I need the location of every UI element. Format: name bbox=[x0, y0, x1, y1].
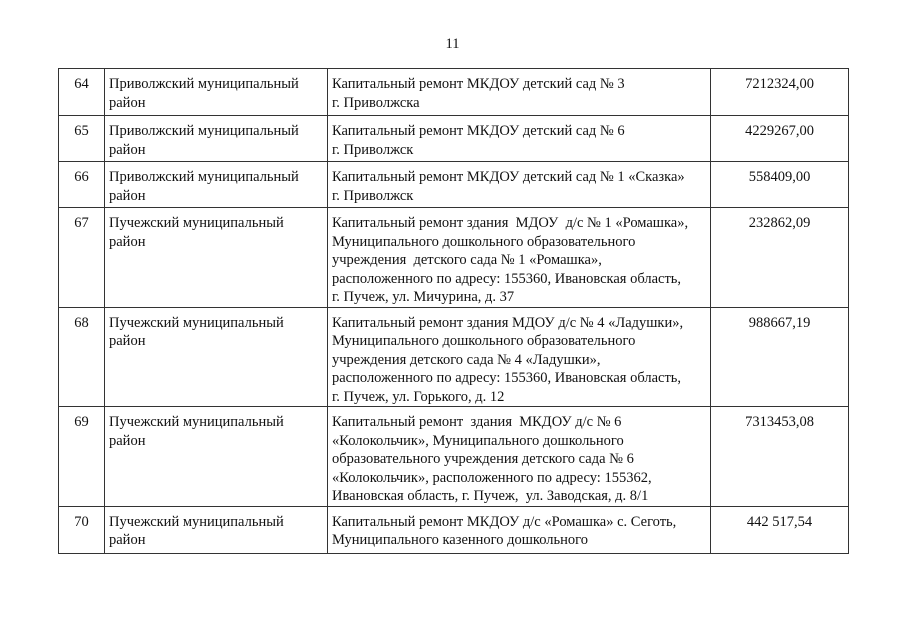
district-line: Приволжский муниципальный bbox=[109, 76, 299, 92]
description-line: Капитальный ремонт здания МДОУ д/с № 4 «… bbox=[332, 314, 684, 331]
amount: 232862,09 bbox=[710, 207, 849, 308]
table-row: 68 Пучежский муниципальный район Капитальны… bbox=[58, 306, 849, 407]
district-cell: Приволжский муниципальный район bbox=[104, 161, 328, 208]
district-line: Пучежский муниципальный bbox=[109, 414, 284, 430]
table-row: 67 Пучежский муниципальный район Капитальны… bbox=[58, 207, 849, 308]
district-line: район bbox=[109, 333, 146, 349]
district-line: Пучежский муниципальный bbox=[109, 215, 284, 231]
description-line: Муниципального дошкольного образовательн… bbox=[332, 233, 636, 250]
amount: 7313453,08 bbox=[710, 406, 849, 507]
description-line: Капитальный ремонт здания МКДОУ д/с № 6 bbox=[332, 414, 622, 430]
amount: 558409,00 bbox=[710, 161, 849, 208]
description-cell: Капитальный ремонт МКДОУ детский сад № 6… bbox=[327, 115, 711, 162]
description-line: «Колокольчик», Муниципального дошкольног… bbox=[332, 432, 624, 449]
table-row: 69 Пучежский муниципальный район Капитальны… bbox=[58, 406, 849, 507]
description-line: Ивановская область, г. Пучеж, ул. Заводс… bbox=[332, 488, 649, 504]
row-number: 65 bbox=[58, 115, 105, 162]
district-cell: Приволжский муниципальный район bbox=[104, 68, 328, 116]
description-line: «Колокольчик», расположенного по адресу:… bbox=[332, 469, 652, 486]
description-cell: Капитальный ремонт здания МКДОУ д/с № 6 «… bbox=[327, 406, 711, 507]
table-row: 66 Приволжский муниципальный район Капиталь… bbox=[58, 161, 849, 208]
district-line: Приволжский муниципальный bbox=[109, 123, 299, 139]
description-line: г. Приволжск bbox=[332, 187, 414, 204]
amount: 4229267,00 bbox=[710, 115, 849, 162]
amount: 7212324,00 bbox=[710, 68, 849, 116]
district-cell: Пучежский муниципальный район bbox=[104, 306, 328, 407]
district-cell: Пучежский муниципальный район bbox=[104, 406, 328, 507]
description-cell: Капитальный ремонт МКДОУ детский сад № 3… bbox=[327, 68, 711, 116]
row-number: 66 bbox=[58, 161, 105, 208]
district-line: район bbox=[109, 432, 146, 449]
description-cell: Капитальный ремонт здания МДОУ д/с № 4 «… bbox=[327, 306, 711, 407]
description-line: Муниципального казенного дошкольного bbox=[332, 532, 588, 548]
district-line: Приволжский муниципальный bbox=[109, 169, 299, 185]
description-line: учреждения детского сада № 4 «Ладушки», bbox=[332, 351, 601, 368]
table-row: 70 Пучежский муниципальный район Капитальны… bbox=[58, 505, 849, 554]
description-line: г. Приволжска bbox=[332, 94, 420, 111]
district-line: Пучежский муниципальный bbox=[109, 513, 284, 530]
district-cell: Пучежский муниципальный район bbox=[104, 505, 328, 554]
row-number: 69 bbox=[58, 406, 105, 507]
page-number: 11 bbox=[445, 36, 460, 52]
description-cell: Капитальный ремонт МКДОУ детский сад № 1… bbox=[327, 161, 711, 208]
description-line: г. Пучеж, ул. Горького, д. 12 bbox=[332, 388, 505, 405]
row-number: 68 bbox=[58, 306, 105, 407]
row-number: 67 bbox=[58, 207, 105, 308]
description-line: учреждения детского сада № 1 «Ромашка», bbox=[332, 252, 602, 268]
description-line: Капитальный ремонт МКДОУ детский сад № 1… bbox=[332, 169, 685, 185]
description-line: Капитальный ремонт МКДОУ детский сад № 6 bbox=[332, 123, 625, 139]
table-row: 65 Приволжский муниципальный район Капиталь… bbox=[58, 115, 849, 162]
district-line: Пучежский муниципальный bbox=[109, 314, 284, 331]
district-line: район bbox=[109, 94, 146, 111]
district-cell: Пучежский муниципальный район bbox=[104, 207, 328, 308]
district-line: район bbox=[109, 187, 146, 204]
description-cell: Капитальный ремонт здания МДОУ д/с № 1 «… bbox=[327, 207, 711, 308]
description-line: г. Пучеж, ул. Мичурина, д. 37 bbox=[332, 289, 515, 305]
table-row: 64 Приволжский муниципальный район Капиталь… bbox=[58, 68, 849, 116]
description-line: г. Приволжск bbox=[332, 141, 414, 158]
district-cell: Приволжский муниципальный район bbox=[104, 115, 328, 162]
description-line: Капитальный ремонт здания МДОУ д/с № 1 «… bbox=[332, 215, 689, 231]
description-line: Муниципального дошкольного образовательн… bbox=[332, 333, 636, 349]
description-line: Капитальный ремонт МКДОУ д/с «Ромашка» с… bbox=[332, 513, 677, 530]
description-line: расположенного по адресу: 155360, Иванов… bbox=[332, 270, 682, 287]
table: 64 Приволжский муниципальный район Капиталь… bbox=[58, 68, 849, 554]
description-line: образовательного учреждения детского сад… bbox=[332, 451, 634, 467]
description-line: расположенного по адресу: 155360, Иванов… bbox=[332, 370, 682, 386]
amount: 442 517,54 bbox=[710, 505, 849, 554]
amount: 988667,19 bbox=[710, 306, 849, 407]
district-line: район bbox=[109, 141, 146, 158]
description-cell: Капитальный ремонт МКДОУ д/с «Ромашка» с… bbox=[327, 505, 711, 554]
row-number: 70 bbox=[58, 505, 105, 554]
description-line: Капитальный ремонт МКДОУ детский сад № 3 bbox=[332, 76, 625, 92]
row-number: 64 bbox=[58, 68, 105, 116]
district-line: район bbox=[109, 532, 146, 548]
district-line: район bbox=[109, 233, 146, 250]
